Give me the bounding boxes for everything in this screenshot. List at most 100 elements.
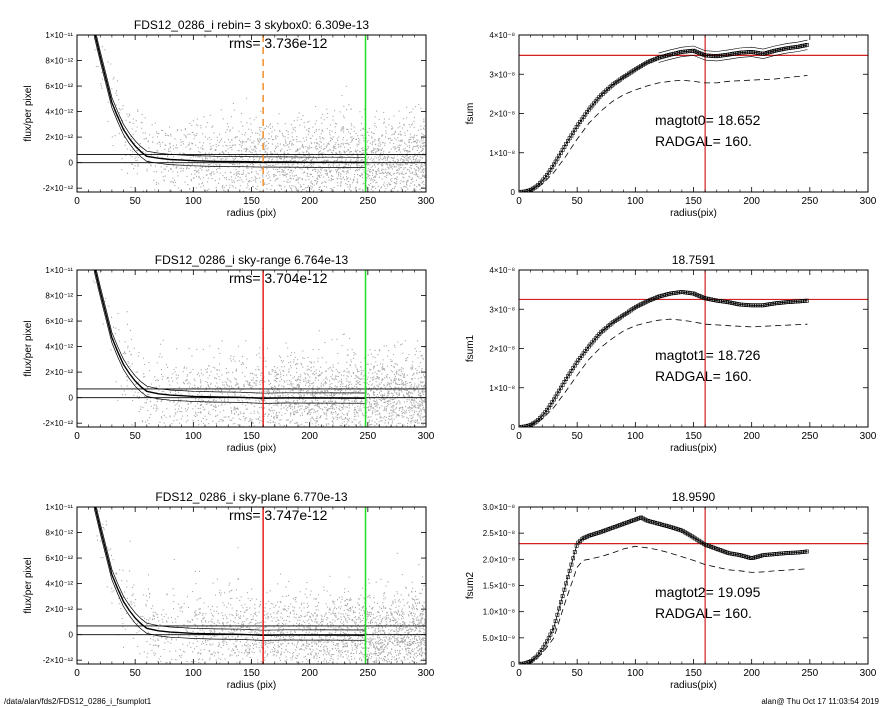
- pixel-point: [317, 169, 319, 171]
- pixel-point: [225, 150, 227, 152]
- pixel-point: [372, 140, 374, 142]
- pixel-point: [415, 212, 416, 213]
- pixel-point: [377, 410, 379, 412]
- pixel-point: [423, 400, 425, 402]
- pixel-point: [413, 412, 415, 414]
- pixel-point: [157, 380, 159, 382]
- pixel-point: [343, 208, 344, 209]
- pixel-point: [141, 114, 143, 116]
- pixel-point: [137, 165, 139, 167]
- pixel-point: [344, 393, 346, 395]
- pixel-point: [247, 172, 249, 174]
- pixel-point: [302, 172, 304, 174]
- pixel-point: [385, 398, 387, 400]
- pixel-point: [347, 149, 349, 151]
- pixel-point: [407, 194, 408, 195]
- pixel-point: [410, 165, 412, 167]
- plot-area: [77, 35, 427, 242]
- pixel-point: [213, 173, 215, 175]
- pixel-point: [170, 169, 172, 171]
- pixel-point: [390, 157, 392, 159]
- pixel-point: [347, 193, 348, 194]
- y-tick-label: 2×10⁻¹²: [45, 133, 73, 142]
- pixel-point: [408, 387, 410, 389]
- pixel-point: [325, 394, 327, 396]
- pixel-point: [329, 386, 331, 388]
- pixel-point: [317, 405, 319, 407]
- pixel-point: [296, 189, 298, 191]
- pixel-point: [221, 393, 223, 395]
- pixel-point: [283, 135, 285, 137]
- pixel-point: [326, 410, 328, 412]
- pixel-point: [293, 175, 295, 177]
- pixel-point: [210, 174, 212, 176]
- pixel-point: [323, 435, 324, 436]
- pixel-point: [330, 394, 332, 396]
- pixel-point: [283, 375, 285, 377]
- pixel-point: [400, 144, 402, 146]
- pixel-point: [229, 145, 231, 147]
- pixel-point: [366, 163, 368, 165]
- pixel-point: [241, 133, 243, 135]
- pixel-point: [279, 396, 281, 398]
- pixel-point: [424, 399, 426, 401]
- pixel-point: [172, 434, 173, 435]
- pixel-point: [327, 113, 329, 115]
- pixel-point: [253, 119, 255, 121]
- pixel-point: [231, 176, 233, 178]
- pixel-point: [219, 168, 221, 170]
- pixel-point: [263, 138, 265, 140]
- pixel-point: [326, 173, 328, 175]
- pixel-point: [119, 109, 121, 111]
- pixel-point: [197, 147, 199, 149]
- pixel-point: [309, 376, 311, 378]
- pixel-point: [382, 365, 384, 367]
- pixel-point: [401, 413, 403, 415]
- pixel-point: [200, 385, 202, 387]
- pixel-point: [365, 212, 366, 213]
- pixel-point: [356, 412, 358, 414]
- pixel-point: [273, 416, 275, 418]
- pixel-point: [288, 368, 290, 370]
- pixel-point: [358, 444, 359, 445]
- pixel-point: [382, 141, 384, 143]
- pixel-point: [316, 182, 318, 184]
- pixel-point: [250, 129, 252, 131]
- pixel-point: [340, 130, 342, 132]
- pixel-point: [231, 410, 233, 412]
- pixel-point: [301, 412, 303, 414]
- pixel-point: [406, 184, 408, 186]
- pixel-point: [206, 158, 208, 160]
- pixel-point: [155, 410, 157, 412]
- pixel-point: [197, 394, 199, 396]
- pixel-point: [414, 377, 416, 379]
- pixel-point: [332, 366, 334, 368]
- pixel-point: [276, 374, 278, 376]
- pixel-point: [410, 182, 412, 184]
- pixel-point: [408, 382, 410, 384]
- pixel-point: [345, 163, 347, 165]
- pixel-point: [387, 166, 389, 168]
- pixel-point: [326, 404, 328, 406]
- pixel-point: [378, 198, 379, 199]
- pixel-point: [356, 169, 358, 171]
- pixel-point: [426, 241, 427, 242]
- pixel-point: [349, 151, 351, 153]
- pixel-point: [295, 155, 297, 157]
- pixel-point: [396, 172, 398, 174]
- pixel-point: [203, 163, 205, 165]
- pixel-point: [239, 390, 241, 392]
- pixel-point: [118, 340, 120, 342]
- pixel-point: [298, 385, 300, 387]
- pixel-point: [407, 188, 409, 190]
- pixel-point: [342, 177, 344, 179]
- pixel-point: [405, 150, 407, 152]
- pixel-point: [208, 212, 209, 213]
- pixel-point: [334, 160, 336, 162]
- pixel-point: [190, 180, 192, 182]
- pixel-point: [259, 134, 261, 136]
- pixel-point: [291, 189, 293, 191]
- pixel-point: [318, 405, 320, 407]
- pixel-point: [371, 210, 372, 211]
- pixel-point: [415, 189, 417, 191]
